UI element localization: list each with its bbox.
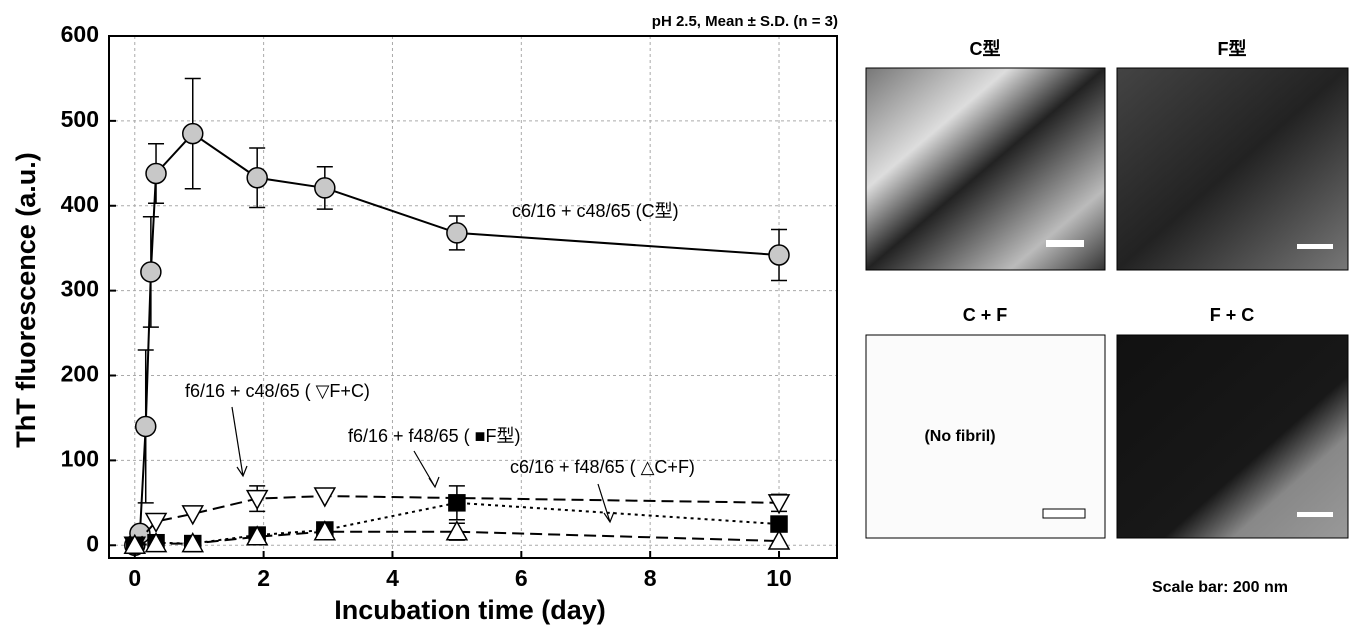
footnote: Scale bar: 200 nm bbox=[1152, 579, 1288, 596]
panel-title: C + F bbox=[963, 305, 1008, 325]
series-label: c6/16 + c48/65 (C型) bbox=[512, 201, 679, 221]
x-axis-label: Incubation time (day) bbox=[334, 595, 606, 625]
point bbox=[140, 261, 162, 283]
plot-frame bbox=[108, 35, 838, 559]
point bbox=[314, 177, 336, 199]
panel-note: (No fibril) bbox=[924, 428, 995, 445]
y-tick-label: 300 bbox=[61, 276, 99, 302]
point bbox=[181, 505, 205, 526]
y-tick-label: 0 bbox=[86, 530, 99, 556]
series-line bbox=[133, 132, 780, 546]
x-tick-label: 8 bbox=[644, 565, 657, 591]
x-tick-label: 2 bbox=[257, 565, 270, 591]
arrow bbox=[413, 450, 440, 489]
panel-title: F型 bbox=[1218, 38, 1247, 59]
subtitle: pH 2.5, Mean ± S.D. (n = 3) bbox=[652, 13, 838, 30]
point bbox=[246, 166, 268, 189]
point bbox=[448, 494, 466, 512]
y-axis-label: ThT fluorescence (a.u.) bbox=[11, 152, 41, 448]
point bbox=[144, 512, 168, 534]
series-label: c6/16 + f48/65 ( △C+F) bbox=[510, 457, 695, 477]
y-tick-label: 100 bbox=[61, 445, 99, 471]
scale-bar bbox=[1042, 508, 1086, 519]
y-tick-label: 500 bbox=[61, 106, 99, 132]
point bbox=[182, 122, 204, 145]
series-label: f6/16 + c48/65 ( ▽F+C) bbox=[185, 381, 370, 401]
point bbox=[446, 222, 468, 244]
x-tick-label: 6 bbox=[515, 565, 528, 591]
scale-bar bbox=[1297, 244, 1333, 249]
point bbox=[134, 415, 157, 438]
point bbox=[313, 520, 337, 541]
scale-bar bbox=[1046, 240, 1084, 247]
point bbox=[245, 525, 269, 546]
y-tick-label: 600 bbox=[61, 21, 99, 47]
point bbox=[123, 533, 147, 555]
image-panel bbox=[865, 334, 1106, 539]
panel-title: F + C bbox=[1210, 305, 1255, 325]
x-tick-label: 10 bbox=[766, 565, 792, 591]
y-tick-label: 200 bbox=[61, 361, 99, 387]
image-panel bbox=[1116, 67, 1349, 271]
image-panel bbox=[1116, 334, 1349, 539]
image-panel bbox=[865, 67, 1106, 271]
point bbox=[145, 162, 167, 185]
point bbox=[767, 529, 791, 550]
panel-title: C型 bbox=[970, 38, 1001, 59]
y-tick-label: 400 bbox=[61, 191, 99, 217]
arrow bbox=[231, 406, 248, 478]
x-tick-label: 4 bbox=[386, 565, 399, 591]
point bbox=[313, 487, 337, 508]
point bbox=[768, 244, 790, 266]
series-label: f6/16 + f48/65 ( ■F型) bbox=[348, 426, 520, 446]
x-tick-label: 0 bbox=[128, 565, 141, 591]
scale-bar bbox=[1297, 512, 1333, 517]
point bbox=[245, 489, 269, 511]
arrow bbox=[597, 483, 615, 524]
point bbox=[144, 532, 168, 553]
point bbox=[767, 494, 791, 515]
point bbox=[181, 532, 205, 553]
point bbox=[445, 520, 469, 541]
